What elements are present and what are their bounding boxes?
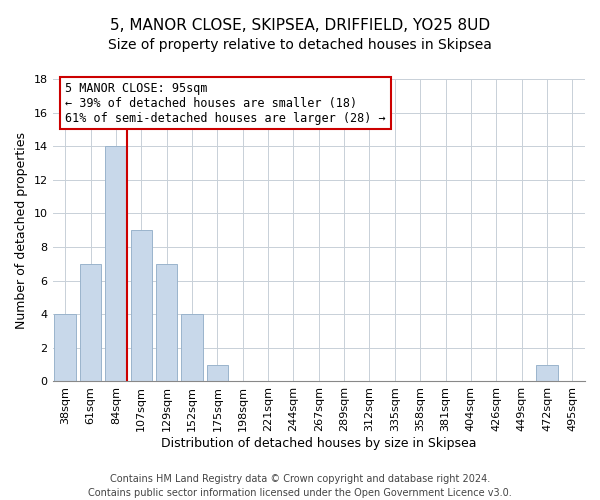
Bar	[536, 364, 558, 382]
Bar	[156, 264, 178, 382]
Bar	[80, 264, 101, 382]
Bar	[206, 364, 228, 382]
Bar	[105, 146, 127, 382]
Bar	[181, 314, 203, 382]
Text: Size of property relative to detached houses in Skipsea: Size of property relative to detached ho…	[108, 38, 492, 52]
Text: 5, MANOR CLOSE, SKIPSEA, DRIFFIELD, YO25 8UD: 5, MANOR CLOSE, SKIPSEA, DRIFFIELD, YO25…	[110, 18, 490, 32]
Text: 5 MANOR CLOSE: 95sqm
← 39% of detached houses are smaller (18)
61% of semi-detac: 5 MANOR CLOSE: 95sqm ← 39% of detached h…	[65, 82, 386, 124]
Text: Contains HM Land Registry data © Crown copyright and database right 2024.
Contai: Contains HM Land Registry data © Crown c…	[88, 474, 512, 498]
Y-axis label: Number of detached properties: Number of detached properties	[15, 132, 28, 328]
Bar	[55, 314, 76, 382]
Bar	[131, 230, 152, 382]
X-axis label: Distribution of detached houses by size in Skipsea: Distribution of detached houses by size …	[161, 437, 476, 450]
